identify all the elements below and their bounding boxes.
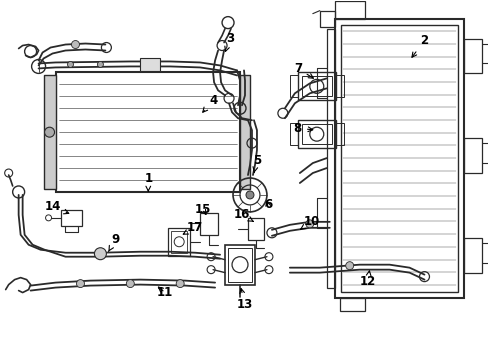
Text: 15: 15 <box>195 203 211 216</box>
Bar <box>289 75 297 97</box>
Text: 17: 17 <box>183 221 203 234</box>
Bar <box>335 123 343 145</box>
Bar <box>335 75 343 97</box>
Bar <box>464 39 481 73</box>
Bar <box>200 213 218 235</box>
Text: 6: 6 <box>263 198 271 211</box>
Bar <box>240 75 249 189</box>
Circle shape <box>44 127 55 137</box>
Text: 5: 5 <box>252 154 261 172</box>
Text: 12: 12 <box>359 271 375 288</box>
Circle shape <box>97 62 103 67</box>
Text: 8: 8 <box>293 122 312 135</box>
Bar <box>326 28 334 288</box>
Circle shape <box>245 191 253 199</box>
Bar <box>334 1 364 19</box>
Bar <box>43 75 56 189</box>
Circle shape <box>126 280 134 288</box>
Bar <box>319 11 334 27</box>
Bar <box>301 124 331 144</box>
Bar <box>224 245 254 285</box>
Bar <box>140 58 160 71</box>
Bar <box>334 19 464 298</box>
Bar <box>301 76 331 96</box>
Text: 7: 7 <box>293 62 313 78</box>
Text: 11: 11 <box>157 286 173 299</box>
Bar <box>297 72 335 100</box>
Bar <box>247 218 264 240</box>
Bar <box>464 138 481 173</box>
Circle shape <box>76 280 84 288</box>
Circle shape <box>305 220 313 228</box>
Bar <box>464 238 481 273</box>
Bar <box>168 228 190 256</box>
Text: 3: 3 <box>224 32 234 51</box>
Bar <box>339 298 364 311</box>
Text: 13: 13 <box>236 288 253 311</box>
Text: 9: 9 <box>108 233 119 252</box>
Circle shape <box>71 41 80 49</box>
Bar <box>171 231 187 253</box>
Bar <box>227 248 251 282</box>
Circle shape <box>176 280 184 288</box>
Circle shape <box>67 62 73 67</box>
Text: 14: 14 <box>44 201 69 214</box>
Bar <box>289 123 297 145</box>
Text: 16: 16 <box>233 208 253 221</box>
Bar <box>61 210 82 226</box>
Bar <box>297 120 335 148</box>
Circle shape <box>345 262 353 270</box>
Circle shape <box>94 248 106 260</box>
Text: 2: 2 <box>411 34 427 57</box>
Text: 4: 4 <box>203 94 217 112</box>
Bar <box>340 24 457 292</box>
Bar <box>56 72 240 192</box>
Bar <box>240 75 249 189</box>
Bar <box>43 75 56 189</box>
Text: 10: 10 <box>300 215 319 229</box>
Text: 1: 1 <box>144 171 152 191</box>
